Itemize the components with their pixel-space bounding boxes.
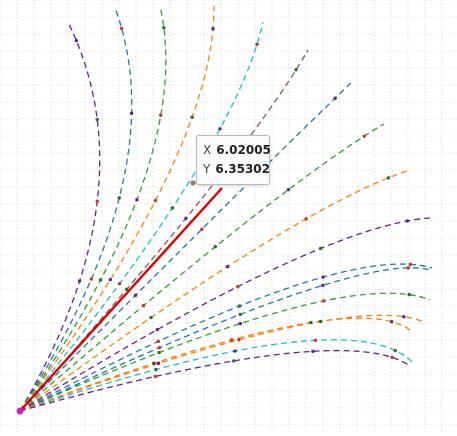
series-point: [108, 277, 113, 282]
series-point: [294, 68, 298, 72]
tooltip-x-value: 6.02005: [216, 143, 271, 157]
series-point: [133, 293, 138, 297]
series-point: [406, 266, 411, 270]
series-point: [229, 338, 234, 342]
series-point: [321, 283, 325, 288]
series-point: [157, 350, 161, 355]
series-point: [255, 42, 259, 46]
series-point: [152, 361, 156, 365]
series-point: [74, 38, 79, 43]
series-point: [408, 262, 412, 267]
series-point: [313, 338, 318, 342]
series-point: [309, 320, 313, 325]
series-point: [159, 113, 163, 117]
series-point: [233, 349, 237, 353]
series-point: [184, 216, 188, 220]
series-curve: [19, 7, 133, 412]
series-point: [321, 275, 325, 279]
series-point: [141, 303, 146, 308]
series-point: [390, 355, 394, 360]
tooltip-y-value: 6.35302: [215, 162, 270, 176]
series-point: [311, 349, 315, 354]
series-point: [211, 27, 215, 31]
series-curve: [19, 21, 264, 412]
series-point: [225, 264, 230, 269]
series-point: [95, 117, 99, 122]
series-curve: [19, 49, 309, 412]
series-point: [238, 321, 243, 326]
series-curve: [19, 5, 167, 412]
series-point: [402, 314, 406, 319]
series-curve: [19, 217, 431, 412]
highlight-vector: [19, 187, 223, 412]
series-point: [386, 176, 391, 180]
series-curve: [19, 292, 431, 412]
series-point: [170, 206, 175, 210]
series-curve: [19, 349, 411, 412]
series-point: [393, 348, 398, 353]
tooltip-x-row: X 6.02005: [203, 143, 271, 157]
series-point: [318, 319, 323, 324]
series-point: [304, 217, 308, 221]
series-point: [98, 278, 103, 282]
tooltip-y-label: Y: [203, 162, 211, 176]
series-curve: [19, 21, 101, 412]
series-curve: [19, 169, 411, 412]
coordinate-tooltip: X 6.02005 Y 6.35302: [196, 135, 271, 185]
series-point: [333, 96, 337, 100]
series-point: [155, 327, 160, 332]
series-point: [389, 319, 394, 324]
series-point: [318, 246, 323, 251]
series-point: [156, 361, 161, 366]
series-point: [154, 367, 158, 372]
series-curve: [19, 339, 413, 412]
series-point: [89, 277, 94, 281]
tooltip-y-row: Y 6.35302: [203, 162, 270, 176]
series-point: [157, 345, 162, 350]
series-point: [407, 292, 411, 297]
series-curve: [19, 267, 431, 412]
series-point: [156, 339, 161, 344]
series-curve: [19, 263, 433, 412]
series-curve: [19, 317, 411, 412]
series-point: [236, 284, 240, 289]
series-point: [238, 312, 243, 317]
origin-point: [16, 407, 24, 415]
series-point: [149, 315, 153, 320]
series-point: [286, 187, 291, 192]
series-point: [124, 287, 129, 291]
series-point: [231, 359, 236, 363]
series-point: [117, 196, 121, 200]
series-point: [117, 281, 122, 286]
series-point: [237, 304, 242, 308]
series-point: [213, 245, 217, 249]
series-point: [129, 111, 134, 115]
series-point: [162, 25, 166, 30]
series-point: [77, 279, 82, 283]
series-point: [321, 299, 326, 303]
tooltip-x-label: X: [203, 143, 212, 157]
series-point: [95, 199, 99, 203]
series-point: [405, 219, 410, 223]
series-point: [362, 134, 366, 138]
series-point: [153, 198, 158, 203]
series-point: [153, 374, 158, 379]
hover-point: [190, 180, 196, 186]
series-point: [190, 115, 194, 119]
series-point: [237, 338, 241, 342]
series-point: [218, 127, 222, 131]
series-point: [119, 26, 124, 31]
series-point: [200, 227, 204, 231]
series-curve: [19, 5, 215, 412]
series-curve: [19, 314, 425, 412]
series-point: [135, 198, 139, 202]
